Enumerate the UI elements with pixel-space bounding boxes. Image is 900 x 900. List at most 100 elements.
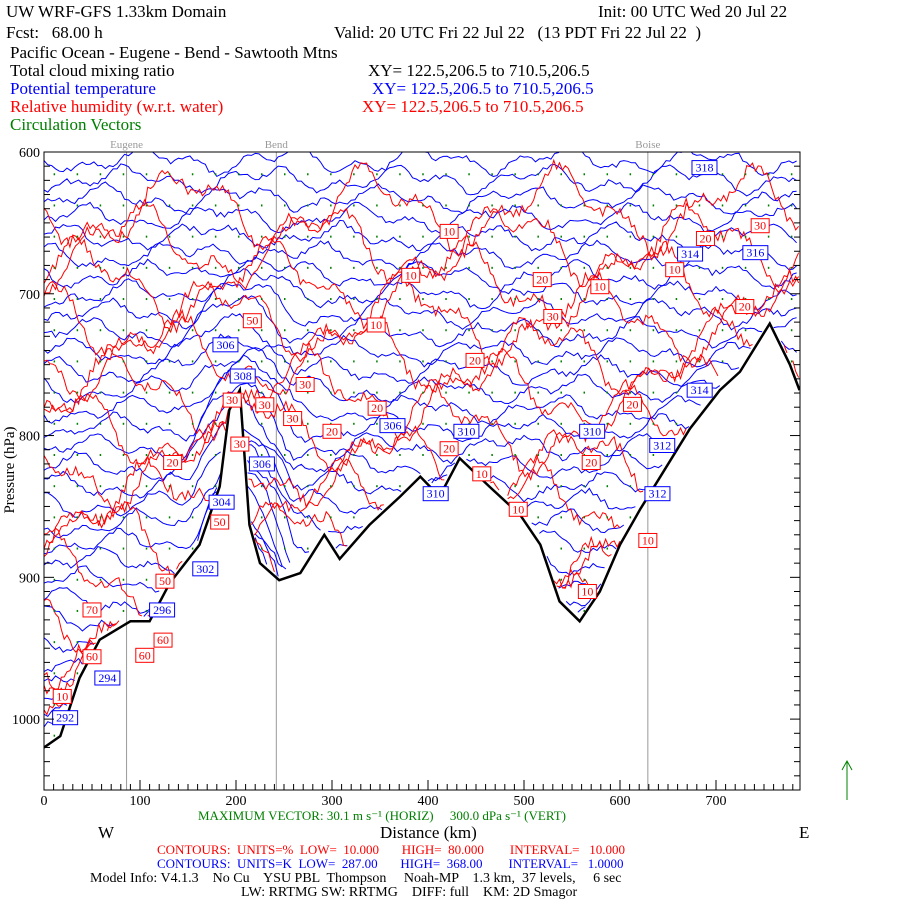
circulation-vector	[284, 173, 286, 176]
circulation-vector	[353, 235, 355, 238]
circulation-vector	[583, 391, 586, 394]
rh-label-box	[532, 272, 552, 288]
circulation-vector	[284, 266, 286, 269]
circulation-vector	[307, 422, 309, 425]
circulation-vector	[583, 547, 586, 550]
circulation-vector	[790, 298, 793, 301]
theta-label: 306	[383, 419, 401, 433]
circulation-vector	[307, 266, 309, 269]
circulation-vector	[76, 641, 79, 644]
circulation-vector	[330, 453, 332, 456]
rh-label: 50	[246, 314, 258, 328]
circulation-vector	[145, 453, 148, 456]
x-tick-label: 400	[418, 794, 439, 809]
rh-label: 10	[512, 502, 524, 516]
circulation-vector	[767, 298, 770, 301]
rh-label-box	[283, 411, 303, 427]
circulation-vector	[652, 422, 655, 425]
circulation-vector	[353, 453, 355, 456]
circulation-vector	[53, 298, 56, 301]
circulation-vector	[468, 204, 470, 207]
circulation-vector	[560, 329, 562, 332]
circulation-vector	[767, 266, 770, 269]
circulation-vector	[606, 329, 609, 332]
circulation-vector	[330, 485, 332, 488]
rh-label: 60	[86, 650, 98, 664]
circulation-vector	[122, 329, 125, 332]
circulation-vector	[99, 422, 102, 425]
rh-label: 20	[626, 397, 638, 411]
circulation-vector	[214, 422, 217, 425]
circulation-vector	[491, 235, 493, 238]
circulation-vector	[583, 266, 586, 269]
theta-contour	[44, 444, 625, 539]
circulation-vector	[122, 298, 125, 301]
circulation-vector	[168, 391, 171, 394]
circulation-vector	[191, 329, 194, 332]
circulation-vector	[652, 360, 655, 363]
circulation-vector	[721, 329, 724, 332]
theta-label: 310	[457, 424, 475, 438]
circulation-vector	[122, 422, 125, 425]
circulation-vector	[99, 578, 102, 581]
rh-label: 20	[699, 231, 711, 245]
circulation-vector	[583, 298, 586, 301]
circulation-vector	[767, 204, 770, 207]
circulation-vector	[353, 422, 355, 425]
circulation-vector	[76, 298, 79, 301]
circulation-vector	[330, 173, 332, 176]
circulation-vector	[99, 204, 102, 207]
circulation-vector	[145, 329, 148, 332]
init-time: Init: 00 UTC Wed 20 Jul 22	[598, 2, 788, 21]
y-tick-label: 1000	[12, 713, 40, 728]
circulation-vector	[629, 266, 632, 269]
circulation-vector	[260, 298, 263, 301]
circulation-vector	[560, 266, 562, 269]
circulation-vector	[168, 266, 171, 269]
circulation-vector	[652, 173, 655, 176]
circulation-vector	[191, 422, 194, 425]
circulation-vector	[675, 422, 678, 425]
city-label-eugene: Eugene	[110, 139, 143, 151]
circulation-vector	[284, 547, 286, 550]
circulation-vector	[260, 360, 263, 363]
circulation-vector	[99, 329, 102, 332]
circulation-vector	[491, 329, 493, 332]
rh-contour	[44, 639, 94, 695]
circulation-vector	[330, 204, 332, 207]
circulation-vector	[399, 329, 401, 332]
circulation-vector	[399, 204, 401, 207]
rh-label-box	[242, 313, 262, 329]
rh-label-box	[255, 397, 275, 413]
rh-label: 10	[476, 467, 488, 481]
rh-label-box	[508, 501, 528, 517]
circulation-vector	[145, 578, 148, 581]
circulation-vector	[284, 329, 286, 332]
circulation-vector	[767, 235, 770, 238]
circulation-vector	[168, 329, 171, 332]
field-vectors: Circulation Vectors	[10, 115, 142, 134]
rh-label-box	[135, 647, 155, 663]
circulation-vector	[376, 453, 378, 456]
circulation-vector	[514, 266, 516, 269]
circulation-vector	[214, 391, 217, 394]
circulation-vector	[629, 485, 632, 488]
circulation-vector	[560, 235, 562, 238]
circulation-vector	[284, 298, 286, 301]
circulation-vector	[53, 266, 56, 269]
circulation-vector	[191, 204, 194, 207]
circulation-vector	[376, 422, 378, 425]
circulation-vector	[260, 485, 263, 488]
circulation-vector	[122, 609, 125, 612]
circulation-vector	[606, 485, 609, 488]
theta-contour	[44, 181, 797, 215]
circulation-vector	[606, 298, 609, 301]
circulation-vector	[76, 329, 79, 332]
circulation-vector	[168, 235, 171, 238]
circulation-vector	[330, 422, 332, 425]
plot-frame	[43, 151, 801, 791]
theta-contour	[44, 268, 797, 311]
theta-label: 306	[216, 338, 234, 352]
circulation-vector	[53, 516, 56, 519]
circulation-vector	[330, 516, 332, 519]
